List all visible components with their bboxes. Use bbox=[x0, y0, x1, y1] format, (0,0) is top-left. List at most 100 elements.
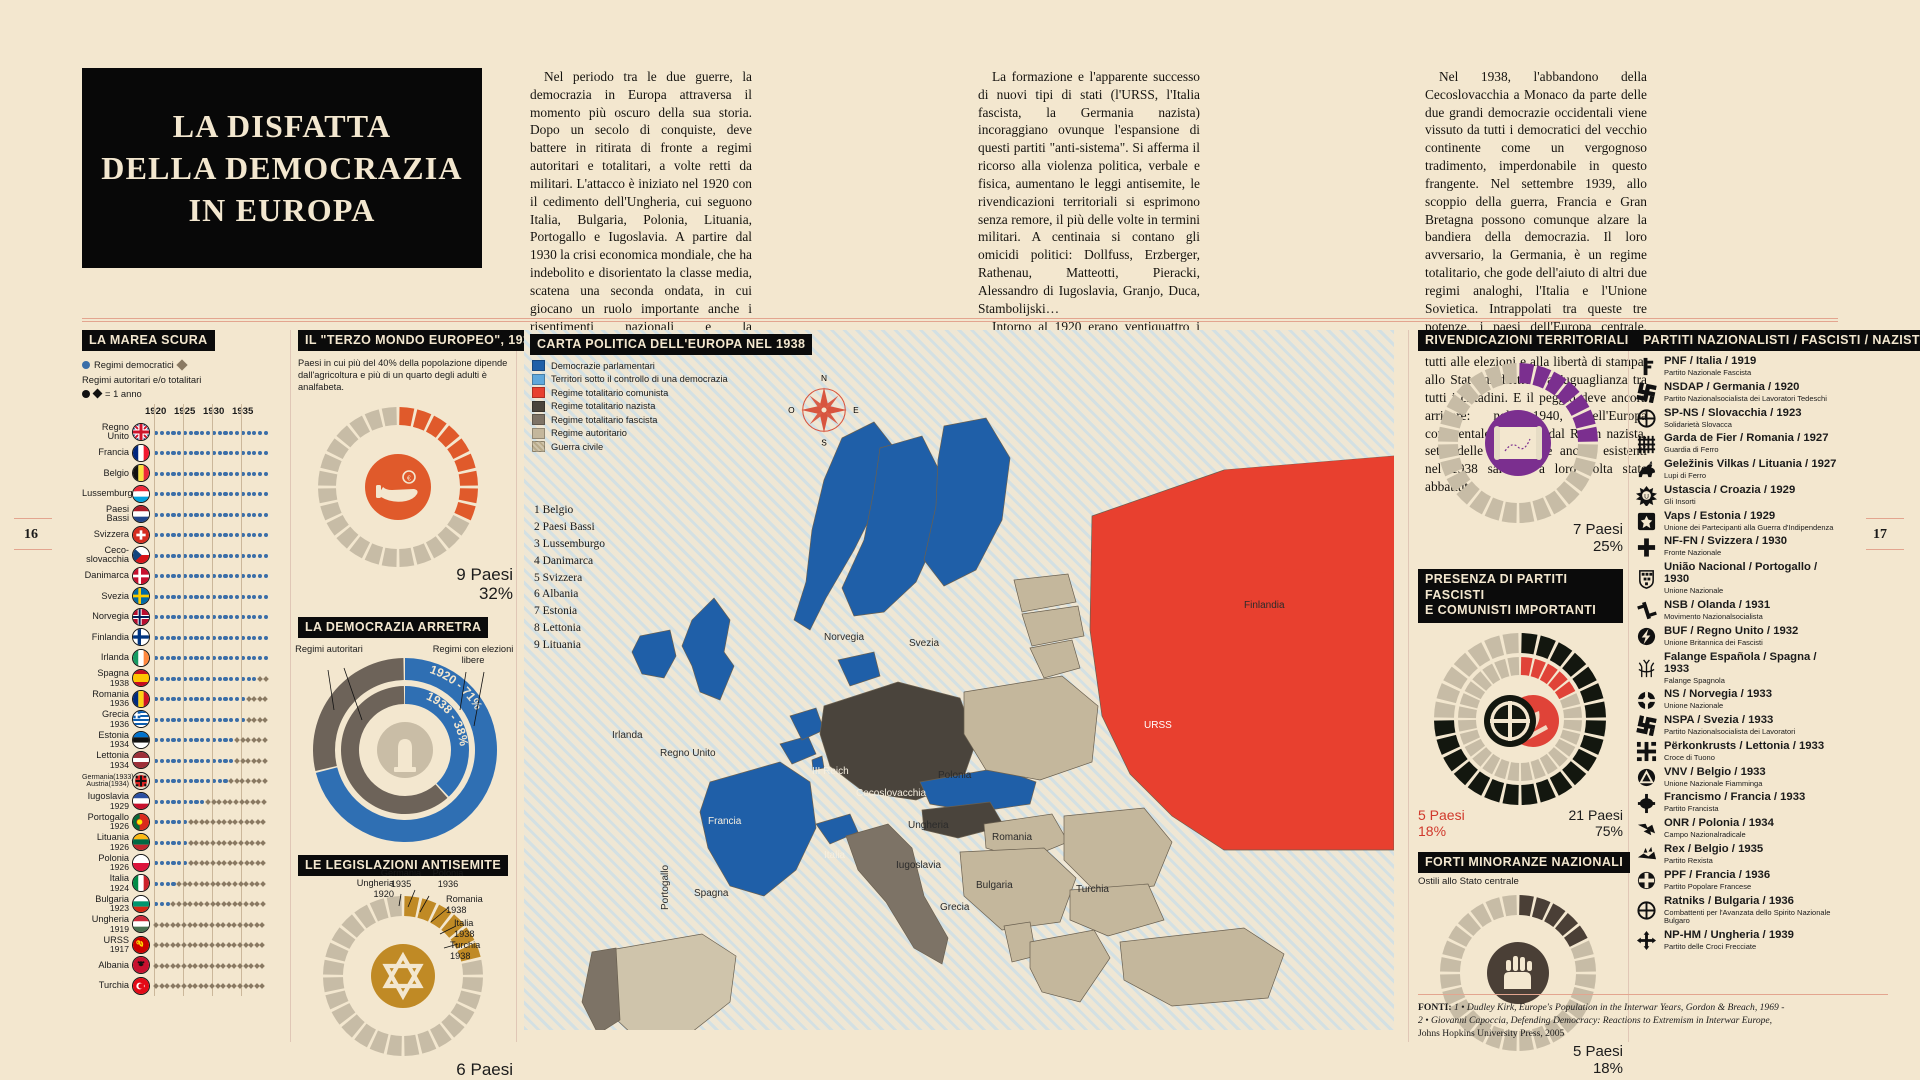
map-legend-label: Regime totalitario fascista bbox=[551, 414, 658, 425]
country-name: Germania(1933) Austria(1934) bbox=[82, 772, 134, 788]
column-2: IL "TERZO MONDO EUROPEO", 1936 Paesi in … bbox=[295, 330, 545, 1080]
party-description: Unione Britannica dei Fascisti bbox=[1664, 637, 1763, 647]
map-legend-label: Guerra civile bbox=[551, 441, 604, 452]
rivendicazioni-label: RIVENDICAZIONI TERRITORIALI bbox=[1418, 330, 1636, 351]
party-text: NSB / Olanda / 1931 Movimento Nazionalsoc… bbox=[1664, 599, 1770, 622]
democrazia-arretra-section: LA DEMOCRAZIA ARRETRA Regimi autoritari … bbox=[295, 617, 513, 847]
partiti-presenza-section: PRESENZA DI PARTITI FASCISTI E COMUNISTI… bbox=[1418, 569, 1623, 839]
party-item: NSB / Olanda / 1931 Movimento Nazionalsoc… bbox=[1636, 599, 1841, 622]
party-item: NSDAP / Germania / 1920 Partito Nazionals… bbox=[1636, 381, 1841, 404]
terzo-mondo-label: IL "TERZO MONDO EUROPEO", 1936 bbox=[298, 330, 545, 351]
diamond-icon bbox=[176, 358, 188, 371]
party-description: Partito Nazionale Fascista bbox=[1664, 367, 1752, 377]
party-item: PNF / Italia / 1919 Partito Nazionale Fas… bbox=[1636, 355, 1841, 378]
party-description: Falange Spagnola bbox=[1664, 675, 1725, 685]
table-row: Polonia 1926 bbox=[82, 853, 297, 874]
map-country-lituania bbox=[1029, 639, 1081, 679]
map-label-regno unito: Regno Unito bbox=[660, 748, 716, 759]
map-numbered-item: 4 Danimarca bbox=[534, 554, 594, 567]
party-name: Vaps / Estonia / 1929 bbox=[1664, 509, 1776, 522]
color-swatch bbox=[532, 400, 545, 412]
divider-top-2 bbox=[82, 321, 1838, 322]
party-text: Vaps / Estonia / 1929 Unione dei Partecip… bbox=[1664, 509, 1833, 533]
table-row: Albania bbox=[82, 955, 297, 976]
table-row: Finlandia bbox=[82, 627, 297, 648]
partiti-presenza-label: PRESENZA DI PARTITI FASCISTI E COMUNISTI… bbox=[1418, 569, 1623, 624]
flag-icon-al bbox=[132, 956, 150, 975]
sources-line-1: 1 • Dudley Kirk, Europe's Population in … bbox=[1453, 1002, 1785, 1013]
party-text: NF-FN / Svizzera / 1930 Fronte Nazionale bbox=[1664, 535, 1787, 558]
timeline-dots bbox=[154, 675, 269, 682]
party-description: Croce di Tuono bbox=[1664, 752, 1715, 762]
timeline-dots bbox=[154, 757, 268, 764]
flag-icon-gr bbox=[132, 710, 150, 729]
minoranze-percent: 18% bbox=[1592, 1059, 1623, 1077]
divider-top bbox=[82, 318, 1838, 319]
table-row: URSS 1917 bbox=[82, 935, 297, 956]
partiti-label: PARTITI NAZIONALISTI / FASCISTI / NAZIST… bbox=[1636, 330, 1920, 351]
country-name: Lituania 1926 bbox=[96, 832, 129, 852]
divider-col1 bbox=[290, 330, 291, 1042]
antisemite-annotation: Polonia 1936 bbox=[432, 868, 464, 889]
party-text: NS / Norvegia / 1933 Unione Nazionale bbox=[1664, 688, 1772, 711]
party-item: Ratniks / Bulgaria / 1936 Combattenti per… bbox=[1636, 895, 1841, 926]
marea-unit-legend: = 1 anno bbox=[82, 388, 297, 399]
party-text: Francismo / Francia / 1933 Partito Franci… bbox=[1664, 791, 1805, 814]
antisemite-annotation: Turchia 1938 bbox=[450, 940, 481, 961]
party-text: NP-HM / Ungheria / 1939 Partito delle Cro… bbox=[1664, 929, 1794, 952]
party-item: NF-FN / Svizzera / 1930 Fronte Nazionale bbox=[1636, 535, 1841, 558]
timeline-dots bbox=[154, 450, 269, 456]
flag-icon-ro bbox=[132, 689, 150, 708]
sun-cross-icon bbox=[1636, 690, 1657, 711]
timeline-dots bbox=[154, 532, 269, 538]
onr-arm-icon bbox=[1636, 819, 1657, 840]
flag-icon-su bbox=[132, 935, 150, 954]
flag-icon-lu bbox=[132, 484, 150, 503]
map-label-francia: Francia bbox=[708, 816, 742, 827]
timeline-dots bbox=[154, 512, 269, 517]
map-legend-item: Regime totalitario comunista bbox=[532, 387, 728, 398]
map-legend-label: Regime autoritario bbox=[551, 428, 627, 438]
divider-col3 bbox=[1408, 330, 1409, 1042]
page-number-right: 17 bbox=[1873, 527, 1887, 542]
rivendicazioni-section: RIVENDICAZIONI TERRITORIALI 7 Paesi 25% bbox=[1418, 330, 1636, 555]
map-legend: Democrazie parlamentari Territori sotto i… bbox=[532, 360, 728, 455]
map-country-grecia bbox=[1029, 929, 1111, 1003]
timeline-dots bbox=[154, 716, 269, 723]
party-description: Gli Insorti bbox=[1664, 496, 1696, 506]
timeline-dots bbox=[154, 901, 266, 908]
map-country-danimarca bbox=[837, 651, 881, 687]
map-label-polonia: Polonia bbox=[938, 770, 972, 781]
terzo-mondo-donut: € bbox=[298, 399, 513, 575]
map-numbered-item: 7 Estonia bbox=[534, 605, 578, 618]
europe-map-svg bbox=[581, 417, 1394, 1030]
page-number-left-rule2 bbox=[14, 549, 52, 550]
arrow-cross-icon bbox=[1636, 930, 1657, 951]
fascio-icon bbox=[1636, 356, 1657, 377]
table-row: Irlanda bbox=[82, 648, 297, 669]
partiti-presenza-svg bbox=[1434, 633, 1606, 806]
flag-icon-bg bbox=[132, 894, 150, 913]
country-name: Danimarca bbox=[84, 570, 129, 581]
black-diamond-icon bbox=[92, 388, 103, 399]
table-row: Norvegia bbox=[82, 607, 297, 628]
map-numbered-item: 9 Lituania bbox=[534, 639, 581, 652]
party-item: SP-NS / Slovacchia / 1923 Solidarietà Slo… bbox=[1636, 407, 1841, 430]
flag-icon-pl bbox=[132, 853, 150, 872]
country-name: Bulgaria 1923 bbox=[95, 893, 129, 914]
timeline-dots bbox=[154, 594, 269, 599]
flag-icon-hu bbox=[132, 915, 150, 934]
flag-icon-pt bbox=[132, 812, 150, 831]
map-country-svezia bbox=[841, 435, 945, 617]
party-name: Falange Española / Spagna / 1933 bbox=[1664, 650, 1817, 675]
compass-rose-icon: N S E O bbox=[788, 373, 859, 448]
antisemite-annotation: Romania 1938 bbox=[446, 894, 483, 915]
flag-icon-lt bbox=[132, 833, 150, 852]
map-legend-label: Democrazie parlamentari bbox=[551, 360, 655, 371]
map-label-svezia: Svezia bbox=[909, 638, 940, 649]
compass-e: E bbox=[853, 405, 859, 415]
page-title-box: LA DISFATTA DELLA DEMOCRAZIA IN EUROPA bbox=[82, 68, 482, 268]
country-name: Francia bbox=[98, 447, 129, 458]
table-row: Germania(1933) Austria(1934) bbox=[82, 771, 297, 792]
